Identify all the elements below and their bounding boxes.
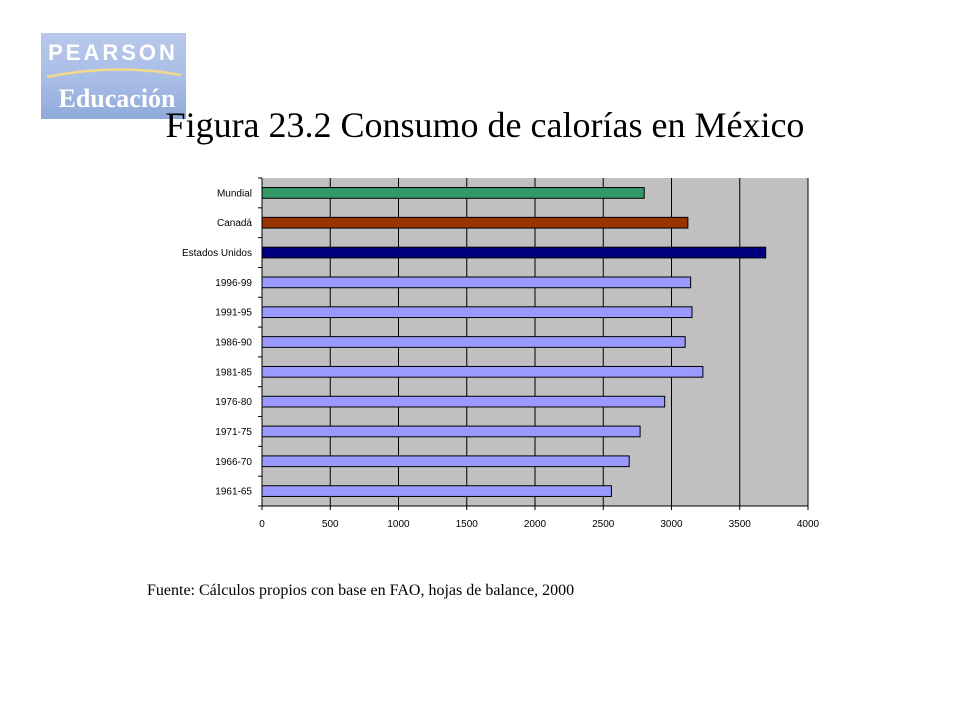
x-tick-label: 1500 xyxy=(456,519,479,530)
y-tick-label: 1981-85 xyxy=(215,367,252,378)
bar xyxy=(261,216,689,229)
x-tick-marks xyxy=(261,506,809,510)
y-tick-label: 1966-70 xyxy=(215,457,252,468)
logo-swoosh xyxy=(46,68,182,79)
bar xyxy=(261,485,612,497)
x-tick-label: 500 xyxy=(322,519,339,530)
bar xyxy=(261,246,767,259)
y-tick-label: 1986-90 xyxy=(215,338,252,349)
x-tick-label: 2000 xyxy=(524,519,547,530)
x-tick-labels: 0 500 1000 1500 2000 2500 3000 3500 4000 xyxy=(259,519,819,530)
y-tick-label: 1996-99 xyxy=(215,278,252,289)
bar xyxy=(261,455,630,468)
bar xyxy=(261,276,692,289)
x-tick-label: 4000 xyxy=(797,519,820,530)
x-tick-label: 2500 xyxy=(592,519,615,530)
logo-sub-text: Educación xyxy=(58,84,176,113)
x-tick-label: 0 xyxy=(259,519,265,530)
y-tick-label: Estados Unidos xyxy=(182,248,252,259)
x-tick-label: 3500 xyxy=(729,519,752,530)
x-tick-label: 1000 xyxy=(387,519,410,530)
bar xyxy=(261,365,704,378)
y-tick-labels: 1961-65 1966-70 1971-75 1976-80 1981-85 1986-… xyxy=(182,188,252,497)
y-tick-marks xyxy=(258,177,262,507)
pearson-logo: PEARSON Educación xyxy=(41,33,186,119)
bar xyxy=(261,395,666,408)
y-tick-label: 1961-65 xyxy=(215,487,252,498)
bar xyxy=(261,425,641,438)
y-tick-label: 1976-80 xyxy=(215,397,252,408)
figure-title: Figura 23.2 Consumo de calorías en Méxic… xyxy=(165,105,805,145)
bar xyxy=(261,336,686,348)
bar xyxy=(261,306,693,319)
source-note: Fuente: Cálculos propios con base en FAO… xyxy=(147,582,575,599)
y-tick-label: 1991-95 xyxy=(215,308,252,319)
pearson-logo-graphic: PEARSON Educación xyxy=(41,33,186,119)
x-tick-label: 3000 xyxy=(660,519,683,530)
y-tick-label: Canadá xyxy=(217,218,252,229)
bar xyxy=(261,187,645,199)
y-tick-label: 1971-75 xyxy=(215,427,252,438)
y-tick-label: Mundial xyxy=(217,188,252,199)
logo-brand-text: PEARSON xyxy=(48,40,178,65)
